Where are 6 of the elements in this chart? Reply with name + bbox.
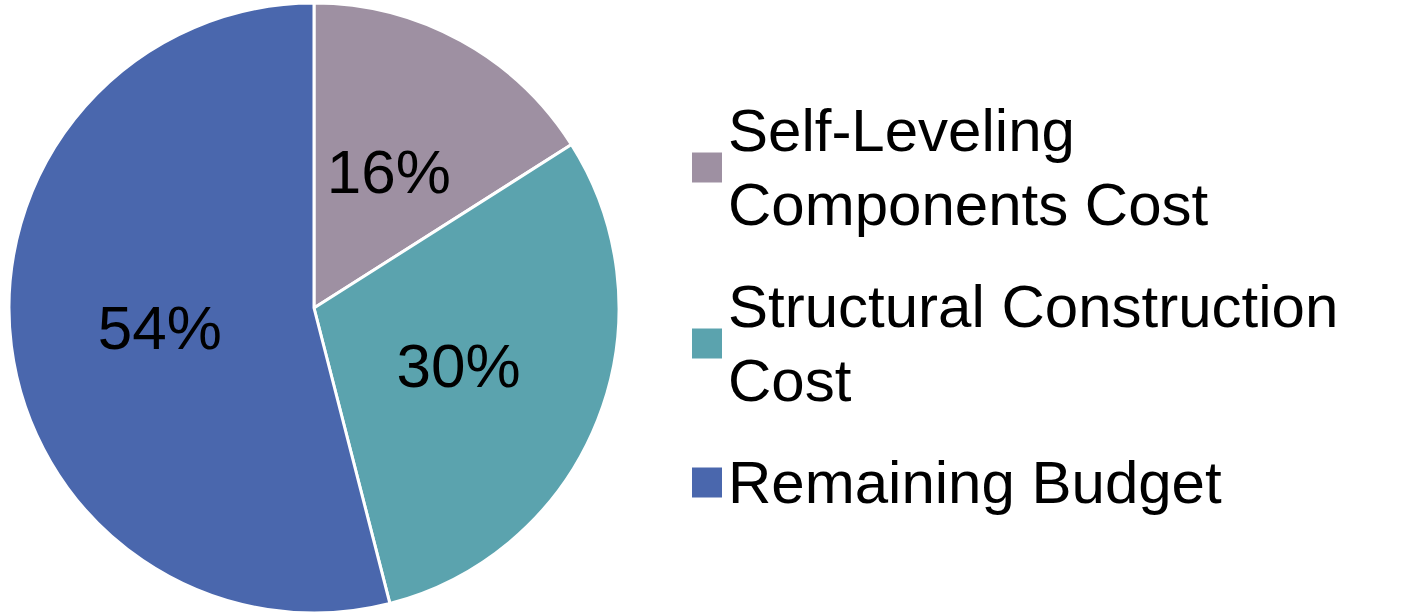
data-label: 30% (396, 330, 521, 400)
data-label: 16% (326, 137, 451, 207)
legend-label: Self-Leveling Components Cost (728, 97, 1209, 238)
legend-label: Structural Construction Cost (728, 273, 1355, 414)
legend-label: Remaining Budget (728, 449, 1222, 516)
data-label: 54% (97, 292, 222, 362)
